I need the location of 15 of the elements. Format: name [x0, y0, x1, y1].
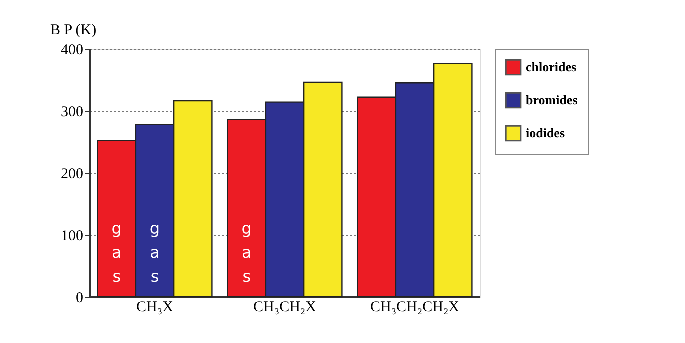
x-tick-label: CH₃CH₂CH₂X [370, 300, 460, 316]
y-tick-label: 300 [61, 104, 84, 120]
legend-label: bromides [526, 92, 578, 108]
x-tick-label: CH₃X [136, 300, 174, 316]
y-tick-label: 200 [61, 166, 84, 182]
data-label: gas [242, 219, 252, 286]
y-tick-label: 100 [61, 228, 84, 244]
y-tick-label: 0 [76, 290, 84, 306]
y-tick-label: 400 [61, 42, 84, 58]
data-label: gas [150, 219, 160, 286]
y-axis-title: B P (K) [50, 22, 97, 38]
x-tick-label: CH₃CH₂X [254, 300, 317, 316]
data-label: gas [112, 219, 122, 286]
legend-label: iodides [526, 126, 566, 140]
legend-label: chlorides [526, 60, 577, 74]
